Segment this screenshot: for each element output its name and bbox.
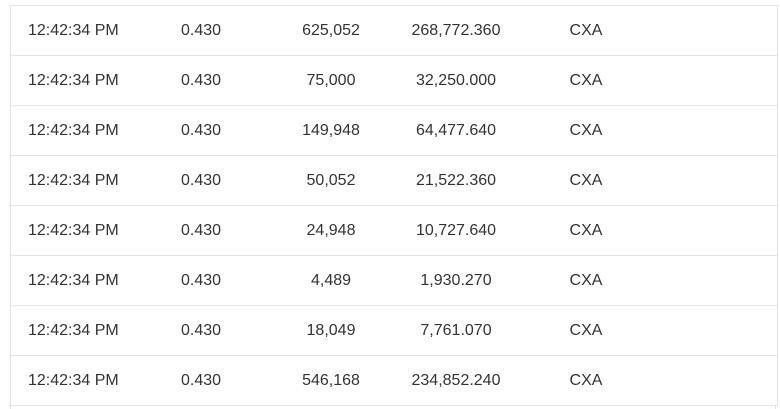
trade-volume: 546,168 [302,372,360,389]
trade-value: 1,930.270 [420,272,492,289]
trade-time: 12:42:34 PM [28,222,119,239]
trade-volume: 50,052 [306,172,356,189]
trade-market: CXA [569,272,603,289]
trade-price: 0.430 [180,372,222,389]
trade-price: 0.430 [180,322,222,339]
trade-time: 12:42:34 PM [28,322,119,339]
trade-price: 0.430 [180,222,222,239]
table-row: 12:42:34 PM 0.430 625,052 268,772.360 CX… [11,6,777,56]
trades-table: 12:42:34 PM 0.430 625,052 268,772.360 CX… [10,5,778,406]
table-row: 12:42:34 PM 0.430 4,489 1,930.270 CXA [11,256,777,306]
trade-volume: 24,948 [306,222,356,239]
table-row: 12:42:34 PM 0.430 50,052 21,522.360 CXA [11,156,777,206]
trade-price: 0.430 [180,272,222,289]
trade-volume: 4,489 [310,272,352,289]
trade-time: 12:42:34 PM [28,22,119,39]
table-row: 12:42:34 PM 0.430 75,000 32,250.000 CXA [11,56,777,106]
trade-price: 0.430 [180,22,222,39]
trade-price: 0.430 [180,122,222,139]
trade-market: CXA [569,172,603,189]
trade-market: CXA [569,372,603,389]
table-row: 12:42:34 PM 0.430 18,049 7,761.070 CXA [11,306,777,356]
trade-volume: 625,052 [302,22,360,39]
trade-time: 12:42:34 PM [28,122,119,139]
trade-value: 234,852.240 [411,372,501,389]
table-next-row-edge [10,405,776,409]
trade-time: 12:42:34 PM [28,172,119,189]
trade-market: CXA [569,222,603,239]
trade-volume: 149,948 [302,122,360,139]
trade-market: CXA [569,22,603,39]
trade-price: 0.430 [180,72,222,89]
trade-volume: 18,049 [306,322,356,339]
trade-value: 64,477.640 [415,122,497,139]
table-row: 12:42:34 PM 0.430 24,948 10,727.640 CXA [11,206,777,256]
table-row: 12:42:34 PM 0.430 546,168 234,852.240 CX… [11,356,777,406]
table-row: 12:42:34 PM 0.430 149,948 64,477.640 CXA [11,106,777,156]
trade-volume: 75,000 [306,72,356,89]
trade-value: 7,761.070 [420,322,492,339]
trade-time: 12:42:34 PM [28,72,119,89]
trade-time: 12:42:34 PM [28,272,119,289]
trade-market: CXA [569,122,603,139]
trade-time: 12:42:34 PM [28,372,119,389]
trade-market: CXA [569,72,603,89]
trade-value: 21,522.360 [415,172,497,189]
trade-value: 32,250.000 [415,72,497,89]
trade-value: 268,772.360 [411,22,501,39]
trade-value: 10,727.640 [415,222,497,239]
trade-market: CXA [569,322,603,339]
trade-price: 0.430 [180,172,222,189]
